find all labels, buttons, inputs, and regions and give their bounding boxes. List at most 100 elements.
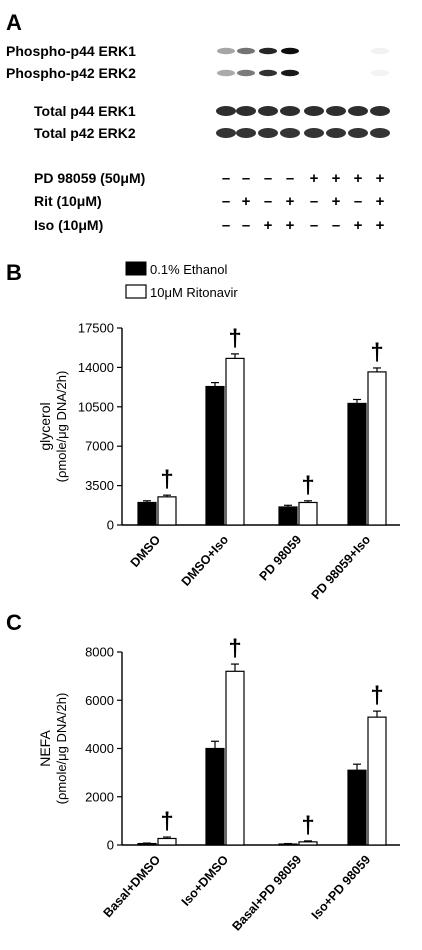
- treatment-label-rit: Rit (10μM): [34, 193, 102, 209]
- band-phospho-p44: [371, 47, 389, 55]
- band-total-p44: [236, 106, 256, 116]
- band-total-p42: [280, 128, 300, 138]
- bar-ethanol: [137, 842, 157, 846]
- y-tick-label: 0: [107, 518, 114, 533]
- y-tick-label: 3500: [85, 478, 114, 493]
- treatment-sign: +: [286, 217, 295, 234]
- treatment-sign: –: [264, 170, 272, 187]
- treatment-sign: –: [354, 193, 362, 210]
- bar-ritonavir: [367, 716, 387, 846]
- y-tick-label: 8000: [85, 645, 114, 660]
- band-phospho-p42: [237, 69, 255, 77]
- band-phospho-p44: [259, 47, 277, 55]
- band-total-p42: [326, 128, 346, 138]
- significance-dagger: †: [301, 812, 314, 839]
- chart-glycerol: 0 3500 7000 10500 14000 17500 glycerol (ρmole/μ…: [37, 321, 400, 602]
- treatment-sign: –: [222, 193, 230, 210]
- bar-ritonavir: [367, 371, 387, 526]
- bar-ethanol: [347, 402, 367, 526]
- treatment-sign: –: [222, 170, 230, 187]
- treatment-sign: –: [264, 193, 272, 210]
- blot-label-phospho-p44: Phospho-p44 ERK1: [6, 43, 136, 59]
- band-total-p44: [280, 106, 300, 116]
- chart-nefa: 0 2000 4000 6000 8000 NEFA (ρmole/μg DNA/2h) † B…: [37, 635, 400, 934]
- treatment-label-iso: Iso (10μM): [34, 217, 103, 233]
- treatment-sign: +: [264, 217, 273, 234]
- legend-label-ethanol: 0.1% Ethanol: [150, 262, 227, 277]
- band-total-p44: [348, 106, 368, 116]
- blot-label-total-p42: Total p42 ERK2: [34, 125, 136, 141]
- significance-dagger: †: [228, 635, 241, 662]
- band-phospho-p44: [237, 47, 255, 55]
- x-tick-label: DMSO+Iso: [179, 532, 232, 588]
- treatment-sign: +: [376, 193, 385, 210]
- band-total-p42: [216, 128, 236, 138]
- treatment-sign: +: [332, 193, 341, 210]
- x-tick-label: Iso+PD 98059: [309, 853, 374, 923]
- band-total-p44: [370, 106, 390, 116]
- treatment-sign: +: [376, 170, 385, 187]
- panel-a-label: A: [6, 10, 22, 35]
- band-phospho-p42: [371, 69, 389, 77]
- treatment-sign: +: [354, 217, 363, 234]
- x-tick-label: Iso+DMSO: [179, 852, 232, 908]
- treatment-sign: –: [310, 193, 318, 210]
- band-total-p42: [348, 128, 368, 138]
- treatment-sign-grid: – – – – + + + +– + – + – + – +– – + + – – + +: [222, 170, 385, 234]
- band-total-p44: [326, 106, 346, 116]
- y-tick-label: 10500: [78, 399, 114, 414]
- bar-ethanol: [205, 747, 225, 846]
- band-phospho-p44: [217, 47, 235, 55]
- treatment-sign: –: [242, 217, 250, 234]
- bar-ritonavir: [157, 496, 177, 526]
- band-total-p44: [304, 106, 324, 116]
- y-tick-label: 0: [107, 838, 114, 853]
- x-tick-label: PD 98059: [257, 533, 305, 584]
- y-axis-label: NEFA: [37, 730, 53, 767]
- band-total-p42: [236, 128, 256, 138]
- legend-label-ritonavir: 10μM Ritonavir: [150, 285, 238, 300]
- treatment-sign: –: [222, 217, 230, 234]
- y-tick-label: 6000: [85, 693, 114, 708]
- western-blot-bands: [216, 47, 390, 138]
- legend-swatch-ethanol: [125, 261, 147, 276]
- treatment-sign: +: [242, 193, 251, 210]
- band-phospho-p42: [259, 69, 277, 77]
- bar-ethanol: [137, 501, 157, 526]
- panel-c-label: C: [6, 610, 22, 635]
- bar-ritonavir: [225, 357, 245, 526]
- treatment-label-pd98059: PD 98059 (50μM): [34, 170, 145, 186]
- treatment-sign: +: [376, 217, 385, 234]
- treatment-sign: –: [332, 217, 340, 234]
- y-tick-label: 4000: [85, 741, 114, 756]
- significance-dagger: †: [370, 339, 383, 366]
- bar-ritonavir: [225, 670, 245, 846]
- bar-ethanol: [347, 769, 367, 846]
- treatment-sign: –: [286, 170, 294, 187]
- band-total-p42: [370, 128, 390, 138]
- significance-dagger: †: [370, 682, 383, 709]
- treatment-sign: +: [310, 170, 319, 187]
- y-axis-label: glycerol: [37, 402, 53, 450]
- treatment-sign: +: [286, 193, 295, 210]
- y-tick-label: 17500: [78, 321, 114, 336]
- band-phospho-p44: [281, 47, 299, 55]
- treatment-sign: –: [242, 170, 250, 187]
- band-total-p44: [216, 106, 236, 116]
- y-axis-unit-label: (ρmole/μg DNA/2h): [54, 693, 69, 805]
- significance-dagger: †: [160, 808, 173, 835]
- y-tick-label: 7000: [85, 439, 114, 454]
- x-tick-label: DMSO: [128, 532, 164, 569]
- treatment-sign: +: [332, 170, 341, 187]
- x-tick-label: PD 98059+Iso: [309, 532, 374, 602]
- y-tick-label: 2000: [85, 789, 114, 804]
- bar-ethanol: [278, 843, 298, 846]
- bar-ethanol: [205, 385, 225, 526]
- blot-label-total-p44: Total p44 ERK1: [34, 103, 136, 119]
- legend-swatch-ritonavir: [125, 284, 147, 299]
- bar-ritonavir: [298, 501, 318, 526]
- x-tick-label: Basal+DMSO: [101, 852, 164, 920]
- significance-dagger: †: [301, 472, 314, 499]
- bar-ethanol: [278, 506, 298, 526]
